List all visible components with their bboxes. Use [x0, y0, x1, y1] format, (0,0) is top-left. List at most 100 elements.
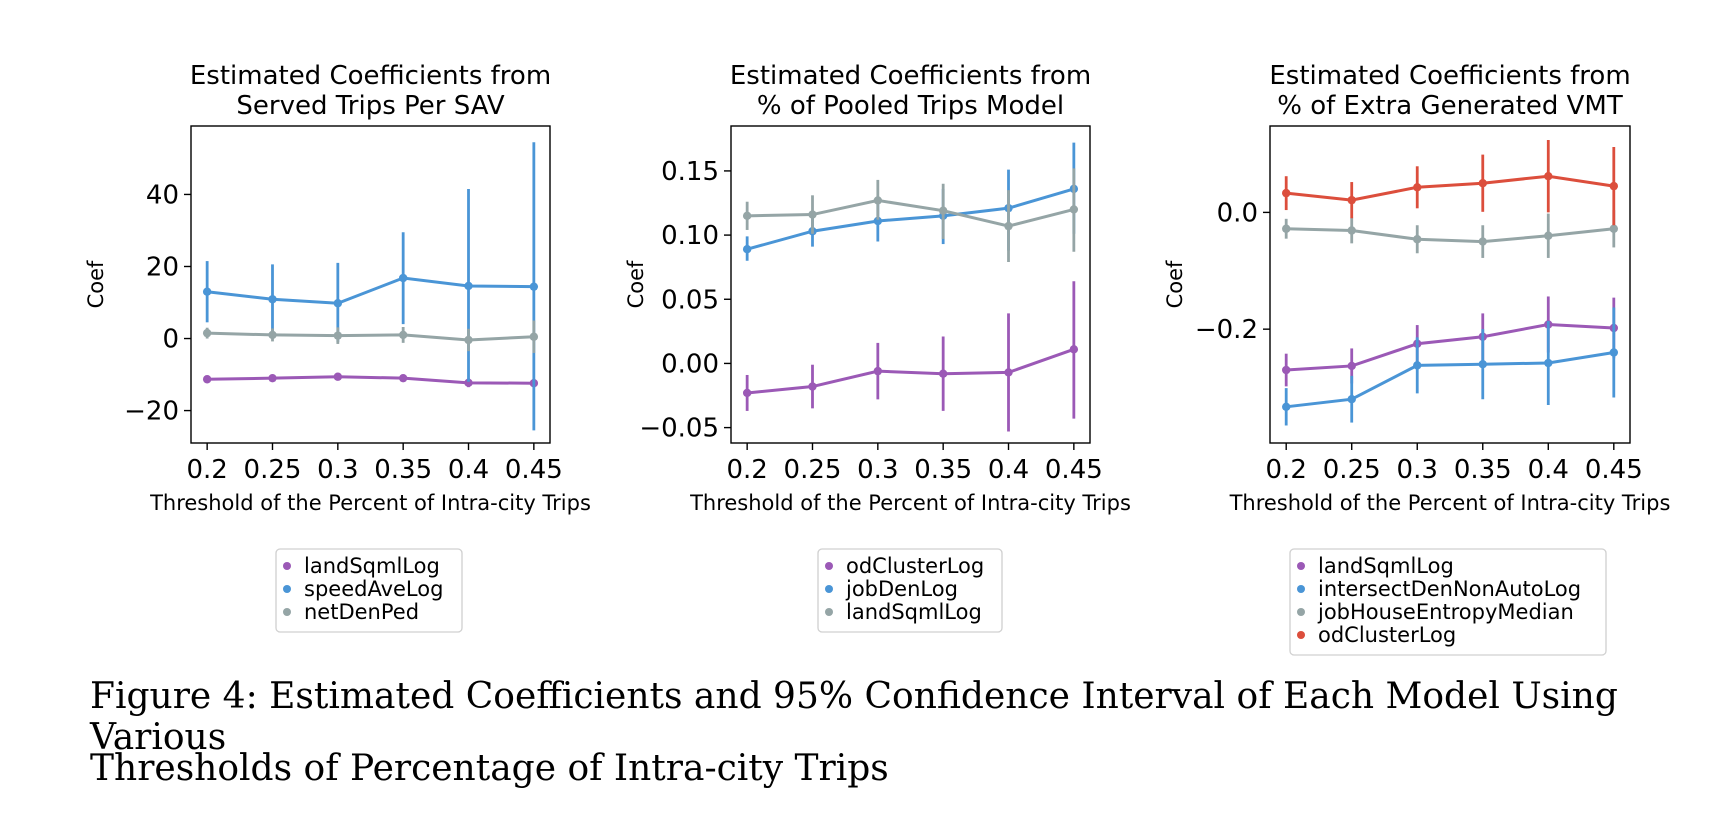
x-axis-label: Threshold of the Percent of Intra-city T… [149, 491, 591, 515]
series-line [1286, 322, 1614, 372]
legend-label: landSqmlLog [846, 600, 982, 624]
data-point [202, 375, 212, 384]
x-tick-label: 0.2 [1266, 455, 1307, 485]
data-point [938, 206, 948, 215]
data-point [1609, 224, 1619, 233]
legend-marker [283, 562, 291, 570]
series-landSqmlLog [1282, 296, 1619, 387]
series-line [1286, 174, 1615, 202]
x-tick-label: 0.25 [784, 455, 842, 485]
y-tick-label: 40 [146, 180, 179, 210]
legend-label: odClusterLog [846, 554, 984, 578]
y-axis-label: Coef [624, 260, 648, 308]
x-axis-label: Threshold of the Percent of Intra-city T… [1229, 491, 1671, 515]
data-point [398, 373, 408, 383]
data-point [464, 335, 473, 345]
figure-caption-line-1: Figure 4: Estimated Coefficients and 95%… [90, 676, 1618, 758]
legend: landSqmlLogintersectDenNonAutoLogjobHous… [1289, 548, 1607, 656]
y-tick-label: 0.15 [661, 157, 719, 187]
y-tick-label: 0.10 [661, 221, 719, 251]
x-tick-label: 0.2 [726, 455, 767, 485]
data-point [1004, 368, 1013, 377]
x-tick-label: 0.45 [505, 455, 563, 485]
legend-marker [1297, 631, 1305, 639]
plot-frame [730, 125, 1091, 444]
series-line [1286, 227, 1614, 244]
data-point [268, 295, 277, 304]
data-point [529, 282, 539, 291]
x-axis-label: Threshold of the Percent of Intra-city T… [689, 491, 1131, 515]
series-line [747, 347, 1075, 395]
data-point [398, 330, 408, 340]
series-line [747, 198, 1075, 228]
series-odClusterLog [1282, 140, 1619, 226]
series-line [207, 331, 534, 342]
data-point [1413, 235, 1422, 244]
y-tick-label: 20 [146, 252, 179, 282]
series-odClusterLog [742, 281, 1079, 432]
legend-label: jobDenLog [845, 577, 958, 601]
figure-caption-line-2: Thresholds of Percentage of Intra-city T… [90, 748, 889, 789]
series-line [207, 375, 534, 385]
data-point [398, 273, 408, 283]
data-point [202, 328, 212, 338]
data-point [1004, 221, 1013, 231]
x-tick-label: 0.25 [244, 455, 302, 485]
data-point [938, 369, 948, 378]
legend-marker [825, 562, 833, 570]
data-point [742, 245, 752, 254]
data-point [464, 281, 473, 291]
series-netDenPed [202, 320, 539, 353]
series-jobHouseEntropyMedian [1282, 210, 1619, 258]
data-point [1347, 361, 1356, 371]
data-point [1282, 224, 1291, 233]
y-tick-label: −0.2 [1195, 315, 1258, 345]
y-tick-label: 0.05 [661, 285, 719, 315]
legend-box [1289, 548, 1607, 656]
data-point [1069, 345, 1079, 354]
x-tick-label: 0.35 [914, 455, 972, 485]
data-point [333, 331, 343, 340]
data-point [1478, 359, 1487, 369]
chart-title: Estimated Coefficients from Served Trips … [190, 61, 551, 121]
data-point [873, 366, 883, 376]
x-tick-label: 0.35 [1454, 455, 1512, 485]
legend-marker [283, 608, 291, 616]
legend-label: odClusterLog [1318, 623, 1456, 647]
y-axis-label: Coef [84, 260, 108, 308]
data-point [1347, 195, 1356, 205]
x-tick-label: 0.4 [988, 455, 1029, 485]
series-landSqmlLog [742, 168, 1079, 263]
data-point [1282, 365, 1291, 375]
legend-box [275, 548, 463, 633]
x-tick-label: 0.4 [448, 455, 489, 485]
data-point [1544, 358, 1553, 368]
legend-label: netDenPed [304, 600, 419, 624]
x-tick-label: 0.25 [1323, 455, 1381, 485]
x-tick-label: 0.4 [1528, 455, 1569, 485]
data-point [268, 330, 277, 340]
x-tick-label: 0.45 [1045, 455, 1103, 485]
data-point [529, 332, 539, 341]
series-landSqmlLog [202, 372, 539, 388]
legend-marker [1297, 608, 1305, 616]
y-axis-label: Coef [1163, 260, 1187, 308]
plot-frame [1269, 125, 1631, 444]
data-point [873, 196, 883, 205]
x-tick-label: 0.3 [857, 455, 898, 485]
data-point [202, 287, 212, 296]
data-point [1609, 181, 1619, 191]
data-point [1544, 172, 1553, 181]
series-intersectDenNonAutoLog [1282, 307, 1619, 426]
legend-label: speedAveLog [304, 577, 443, 601]
legend-box [817, 548, 1003, 633]
x-tick-label: 0.2 [186, 455, 227, 485]
data-point [333, 372, 343, 381]
chart-title: Estimated Coefficients from% of Extra Ge… [1269, 61, 1630, 121]
chart-2: Estimated Coefficients from% of Pooled T… [624, 61, 1131, 633]
data-point [1609, 348, 1619, 357]
data-point [742, 388, 752, 398]
data-point [1413, 183, 1422, 192]
